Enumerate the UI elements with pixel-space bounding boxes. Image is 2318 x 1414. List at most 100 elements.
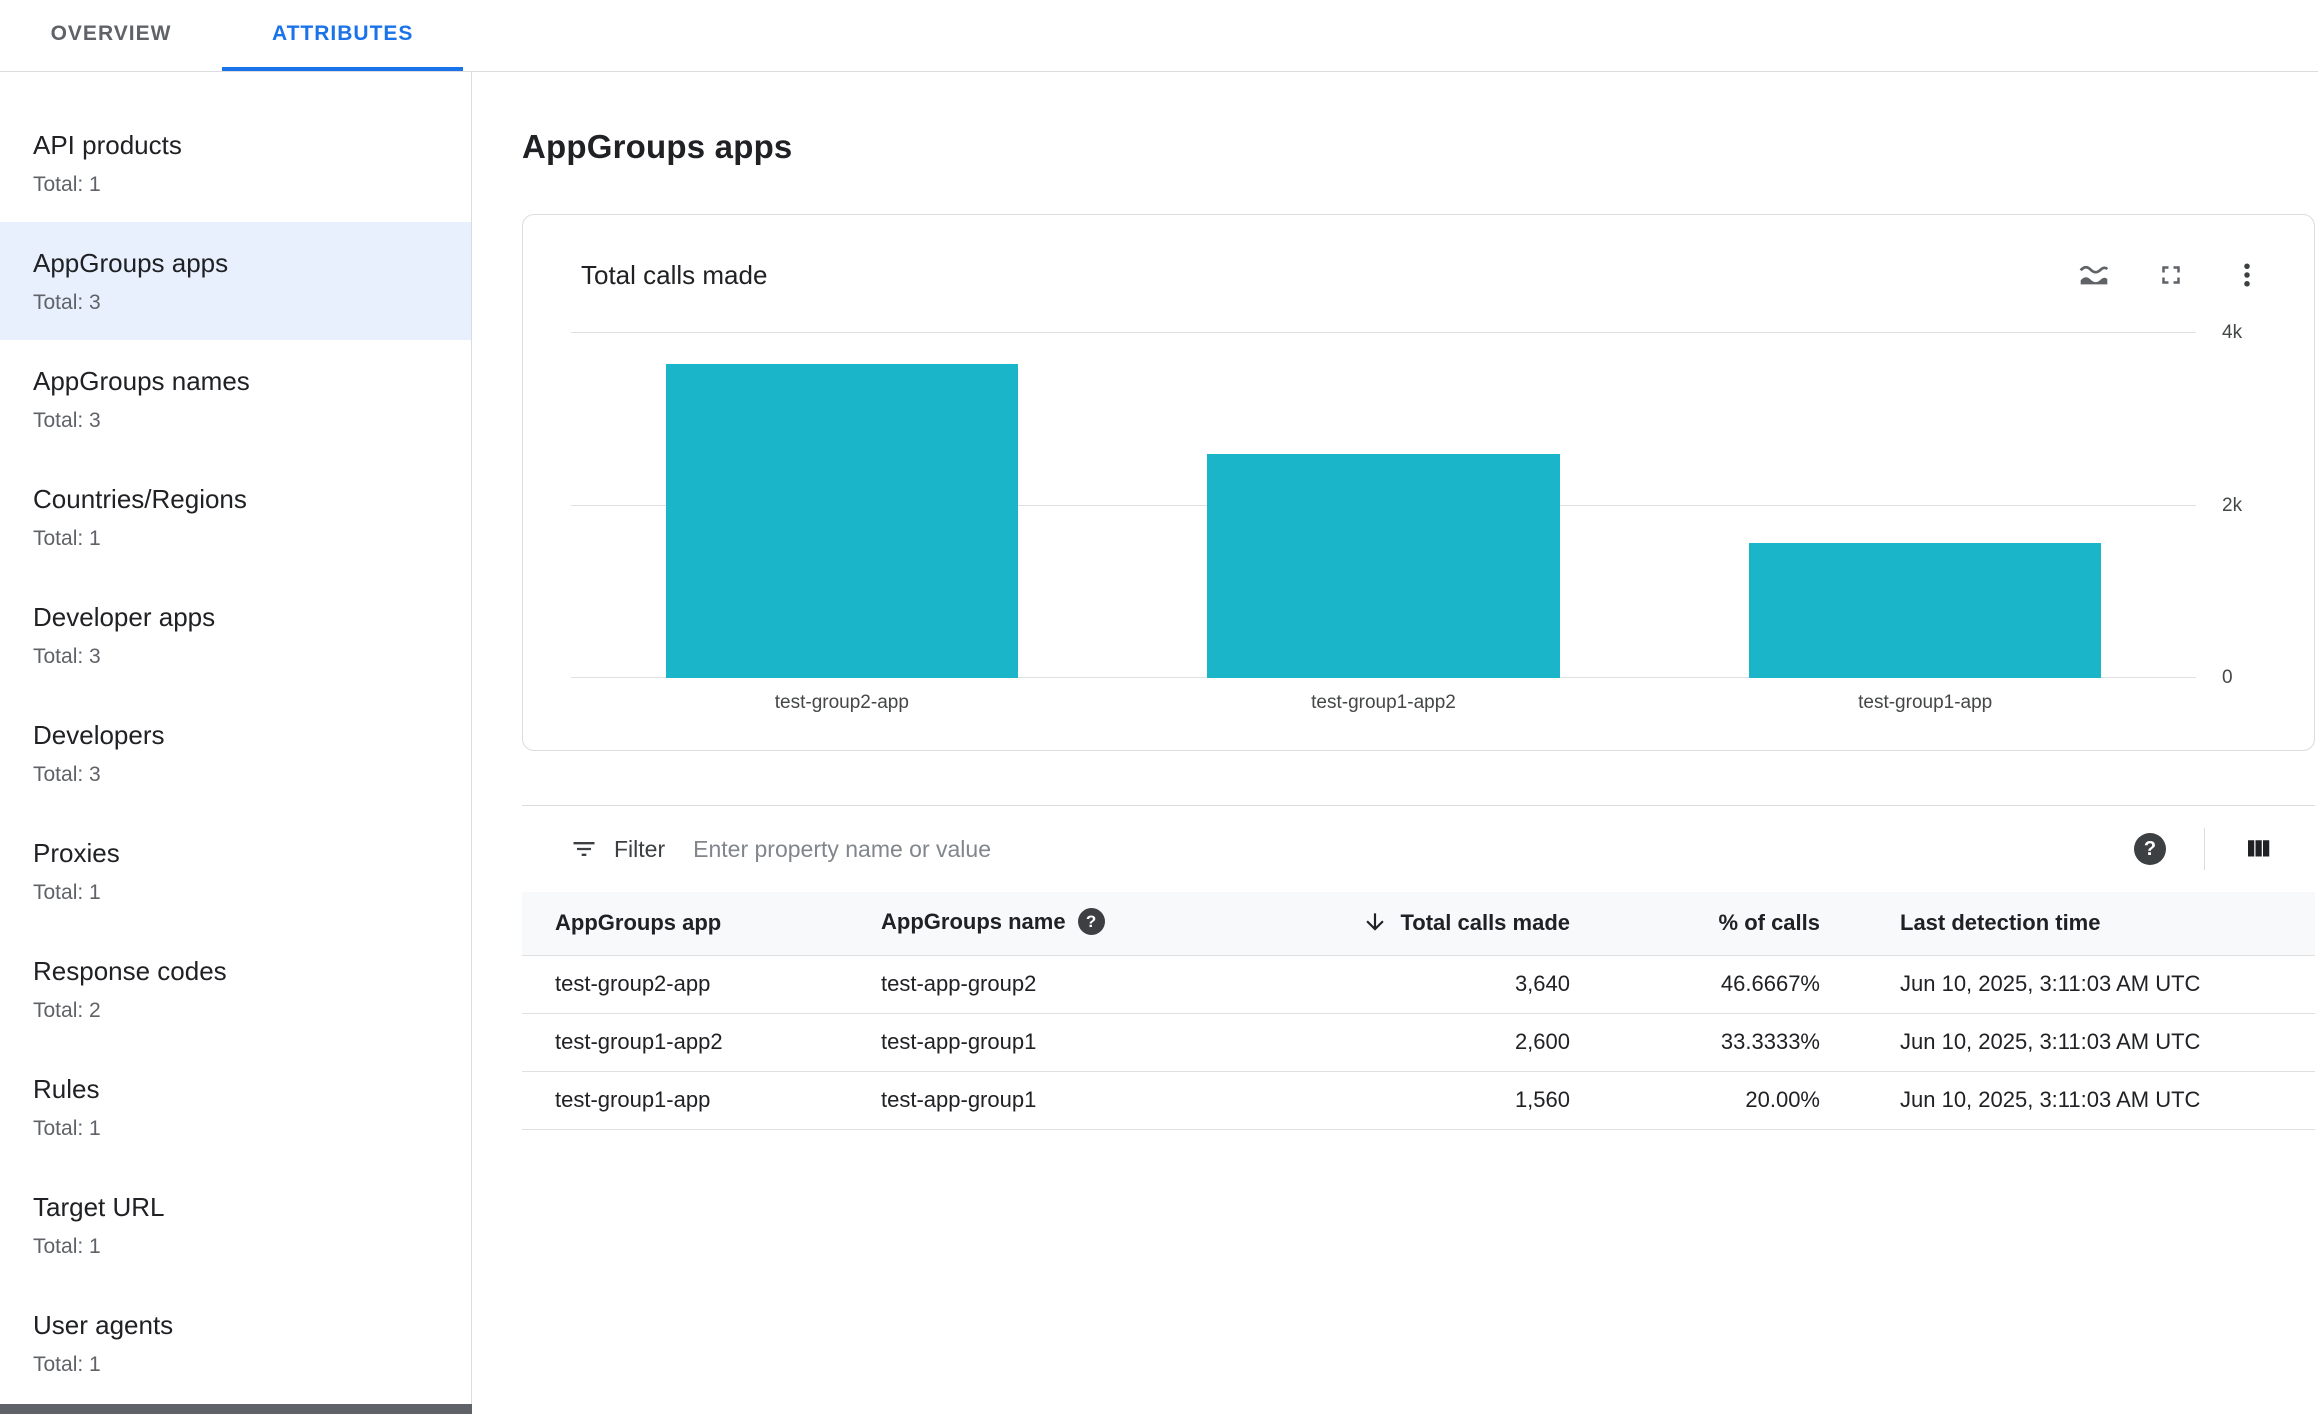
sidebar-item-total: Total: 1: [33, 1235, 101, 1258]
sidebar-item-total: Total: 3: [33, 645, 101, 668]
sidebar-item-total: Total: 3: [33, 409, 101, 432]
sidebar-item-developers[interactable]: Developers Total: 3: [0, 694, 471, 812]
view-columns-icon[interactable]: [2243, 834, 2273, 864]
column-header-last-detection-time[interactable]: Last detection time: [1840, 892, 2315, 956]
cell-appgroups-name: test-app-group1: [880, 1013, 1345, 1072]
cell-total-calls-made: 1,560: [1345, 1071, 1590, 1130]
y-axis-tick-label: 0: [2222, 667, 2233, 688]
filter-bar: Filter ?: [522, 806, 2315, 892]
chart-card-header: Total calls made: [523, 215, 2314, 291]
sidebar-item-label: API products: [33, 130, 182, 160]
filter-input[interactable]: [691, 834, 2134, 864]
cell-appgroups-app: test-group1-app2: [522, 1013, 880, 1072]
horizontal-scrollbar-thumb[interactable]: [0, 1404, 472, 1414]
sidebar-item-total: Total: 1: [33, 1353, 101, 1376]
sidebar-item-api-products[interactable]: API products Total: 1: [0, 104, 471, 222]
column-header-label: AppGroups name: [881, 909, 1066, 935]
column-header-total-calls-made[interactable]: Total calls made: [1345, 892, 1590, 956]
sidebar-item-total: Total: 1: [33, 1117, 101, 1140]
sidebar-item-total: Total: 3: [33, 763, 101, 786]
y-axis-tick-label: 4k: [2222, 322, 2243, 343]
help-icon[interactable]: ?: [2134, 833, 2166, 865]
bar-test-group2-app[interactable]: [665, 364, 1018, 678]
cell-of-calls: 46.6667%: [1590, 955, 1840, 1014]
sidebar-item-total: Total: 2: [33, 999, 101, 1022]
sidebar-item-label: AppGroups names: [33, 366, 250, 396]
sidebar-item-label: Response codes: [33, 956, 227, 986]
cell-appgroups-name: test-app-group2: [880, 955, 1345, 1014]
column-header-label: AppGroups app: [555, 910, 722, 936]
column-header-appgroups-name[interactable]: AppGroups name?: [880, 892, 1345, 956]
sidebar-item-appgroups-apps[interactable]: AppGroups apps Total: 3: [0, 222, 471, 340]
more-options-icon[interactable]: [2232, 260, 2262, 290]
column-header-label: Last detection time: [1900, 910, 2101, 936]
table-header: AppGroups app AppGroups name? Total calls …: [522, 892, 2315, 956]
bar-group-test-group1-app2: test-group1-app2: [1113, 333, 1655, 713]
cell-of-calls: 20.00%: [1590, 1071, 1840, 1130]
bars-container: test-group2-app test-group1-app2 test-grou…: [571, 333, 2196, 713]
table-row[interactable]: test-group1-app2 test-app-group1 2,600 33.3…: [522, 1013, 2315, 1072]
bar-test-group1-app2[interactable]: [1207, 453, 1560, 678]
sidebar-item-total: Total: 1: [33, 881, 101, 904]
sidebar-item-label: Proxies: [33, 838, 120, 868]
arrow-downward-icon: [1366, 913, 1385, 931]
sidebar-item-proxies[interactable]: Proxies Total: 1: [0, 812, 471, 930]
cell-appgroups-app: test-group1-app: [522, 1071, 880, 1130]
y-axis-tick-label: 2k: [2222, 494, 2243, 516]
bar-group-test-group1-app: test-group1-app: [1654, 333, 2196, 713]
column-header-label: Total calls made: [1400, 909, 1570, 935]
table-row[interactable]: test-group1-app test-app-group1 1,560 20.00…: [522, 1071, 2315, 1130]
cell-of-calls: 33.3333%: [1590, 1013, 1840, 1072]
cell-total-calls-made: 2,600: [1345, 1013, 1590, 1072]
sidebar-item-label: Target URL: [33, 1192, 165, 1222]
sidebar: API products Total: 1 AppGroups apps Total:…: [0, 72, 472, 1414]
sidebar-item-rules[interactable]: Rules Total: 1: [0, 1048, 471, 1166]
sidebar-item-developer-apps[interactable]: Developer apps Total: 3: [0, 576, 471, 694]
sidebar-item-countries-regions[interactable]: Countries/Regions Total: 1: [0, 458, 471, 576]
main-panel: AppGroups apps Total calls made: [472, 72, 2318, 1414]
sidebar-item-target-url[interactable]: Target URL Total: 1: [0, 1166, 471, 1284]
sidebar-item-label: Countries/Regions: [33, 484, 247, 514]
sidebar-item-label: AppGroups apps: [33, 248, 229, 278]
column-header-appgroups-app[interactable]: AppGroups app: [522, 892, 880, 956]
cell-last-detection-time: Jun 10, 2025, 3:11:03 AM UTC: [1840, 1013, 2315, 1072]
x-axis-label: test-group1-app2: [1311, 692, 1456, 713]
sidebar-item-appgroups-names[interactable]: AppGroups names Total: 3: [0, 340, 471, 458]
sidebar-item-total: Total: 3: [33, 291, 101, 314]
sidebar-item-user-agents[interactable]: User agents Total: 1: [0, 1284, 471, 1402]
x-axis-label: test-group2-app: [774, 692, 909, 713]
fullscreen-icon[interactable]: [2156, 260, 2186, 290]
cell-last-detection-time: Jun 10, 2025, 3:11:03 AM UTC: [1840, 1071, 2315, 1130]
table-row[interactable]: test-group2-app test-app-group2 3,640 46.66…: [522, 955, 2315, 1014]
tab-bar: OVERVIEW ATTRIBUTES: [0, 0, 2318, 72]
column-header-label: % of calls: [1718, 910, 1820, 936]
chart-title: Total calls made: [581, 259, 768, 290]
filter-label: Filter: [614, 835, 666, 862]
gridline: [571, 332, 2196, 333]
sidebar-item-total: Total: 1: [33, 173, 101, 196]
chart-card: Total calls made: [522, 214, 2315, 751]
tab-attributes[interactable]: ATTRIBUTES: [222, 0, 464, 71]
x-axis-label: test-group1-app: [1858, 692, 1993, 713]
sidebar-item-total: Total: 1: [33, 527, 101, 550]
bar-chart: 0 2k 4k test-group2-app test-group1-app2 test…: [571, 322, 2242, 713]
page-title: AppGroups apps: [522, 128, 793, 165]
bar-group-test-group2-app: test-group2-app: [571, 333, 1113, 713]
divider: [2204, 828, 2205, 870]
table-section: Filter ? AppGroups app AppGroups name? Tot…: [522, 805, 2315, 1130]
content-area: API products Total: 1 AppGroups apps Total:…: [0, 72, 2318, 1414]
cell-last-detection-time: Jun 10, 2025, 3:11:03 AM UTC: [1840, 955, 2315, 1014]
sidebar-item-response-codes[interactable]: Response codes Total: 2: [0, 930, 471, 1048]
area-chart-icon[interactable]: [2078, 259, 2110, 291]
chart-actions: [2078, 259, 2262, 291]
tab-overview-label: OVERVIEW: [50, 21, 172, 45]
sidebar-item-label: Developer apps: [33, 602, 216, 632]
filter-list-icon: [570, 835, 598, 863]
cell-appgroups-app: test-group2-app: [522, 955, 880, 1014]
help-icon[interactable]: ?: [1077, 908, 1105, 936]
column-header-of-calls[interactable]: % of calls: [1590, 892, 1840, 956]
tab-overview[interactable]: OVERVIEW: [0, 0, 222, 71]
bar-test-group1-app[interactable]: [1749, 543, 2102, 678]
sidebar-item-label: Developers: [33, 720, 165, 750]
